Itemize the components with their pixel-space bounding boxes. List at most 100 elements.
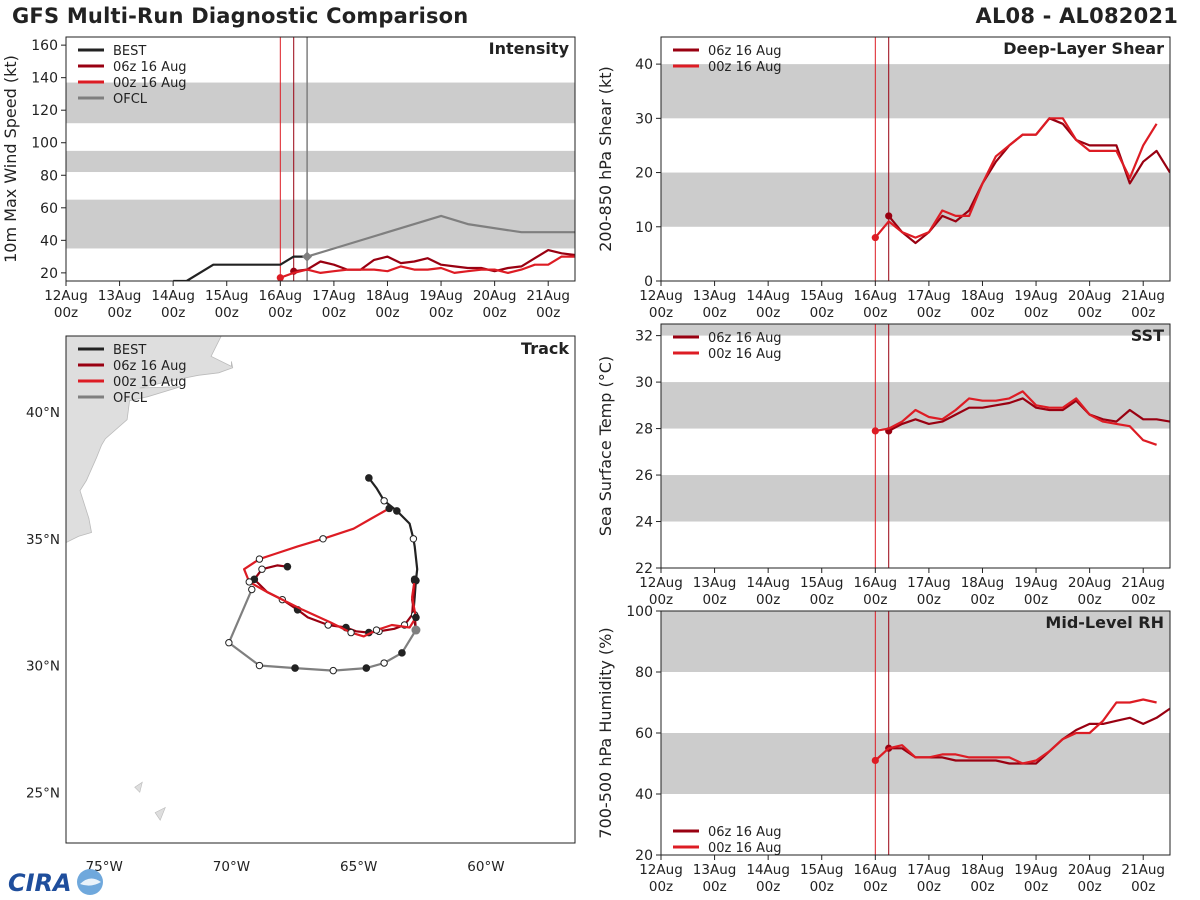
y-axis-label: Sea Surface Temp (°C): [596, 356, 615, 536]
x-tick-label: 17Aug: [907, 862, 951, 878]
x-tick-label: 20Aug: [1068, 862, 1112, 878]
axes-frame: [65, 36, 576, 282]
band-rh: [661, 733, 1170, 794]
y-tick-label: 80: [40, 168, 58, 184]
legend-label: 06z 16 Aug: [708, 44, 782, 59]
band-intensity: [66, 199, 575, 249]
band-sst: [661, 324, 1170, 336]
track-point-filled: [410, 575, 419, 584]
x-tick-label: 00z: [429, 305, 453, 321]
series-line-00z-16-aug: [874, 117, 1158, 239]
y-tick-label: 24: [635, 515, 653, 531]
x-tick-label: 00z: [702, 592, 726, 608]
track-point-filled: [398, 649, 406, 657]
x-tick-label: 00z: [1131, 305, 1155, 321]
x-tick-label: 20Aug: [1068, 288, 1112, 304]
x-tick-label: 21Aug: [1121, 862, 1165, 878]
x-tick-label: 15Aug: [800, 575, 844, 591]
y-tick-label: 32: [635, 329, 653, 345]
x-tick-label: 00z: [863, 879, 887, 895]
lon-tick-label: 60°W: [467, 859, 504, 875]
chart-track: 75°W 70°W 65°W 60°W25°N30°N35°N40°NTrackBES…: [26, 335, 576, 875]
track-point-filled: [393, 507, 401, 515]
y-tick-label: 60: [635, 726, 653, 742]
x-tick-label: 19Aug: [419, 288, 463, 304]
track-point-filled: [365, 474, 373, 482]
legend-label: 00z 16 Aug: [708, 841, 782, 856]
lat-tick-label: 35°N: [26, 532, 60, 548]
landmass: [66, 336, 283, 544]
axes-frame: [660, 36, 1171, 282]
series-line-best: [173, 255, 308, 281]
series-line-ofcl: [306, 214, 575, 258]
track-point-hollow: [380, 497, 388, 505]
series-marker: [871, 234, 879, 242]
series-line-06z-16-aug: [888, 397, 1170, 432]
band-sst: [661, 475, 1170, 522]
band-sst: [661, 382, 1170, 429]
series-line-06z-16-aug: [888, 707, 1170, 765]
series-line-00z-16-aug: [279, 255, 575, 279]
x-tick-label: 18Aug: [961, 575, 1005, 591]
track-point-filled: [291, 664, 299, 672]
track-point-hollow: [258, 565, 266, 573]
page-title: GFS Multi-Run Diagnostic Comparison: [12, 4, 469, 28]
series-marker: [871, 427, 879, 435]
chart-shear: 01020304012Aug00z13Aug00z14Aug00z15Aug00…: [596, 36, 1171, 321]
y-tick-label: 20: [635, 166, 653, 182]
x-tick-label: 17Aug: [907, 575, 951, 591]
x-tick-label: 00z: [322, 305, 346, 321]
island: [154, 806, 166, 821]
legend-label: OFCL: [113, 92, 148, 107]
chart-title: Mid-Level RH: [1045, 613, 1164, 632]
track-point-hollow: [347, 628, 355, 637]
x-tick-label: 12Aug: [639, 862, 683, 878]
track-point-filled: [412, 613, 420, 622]
x-tick-label: 21Aug: [1121, 575, 1165, 591]
x-tick-label: 18Aug: [961, 288, 1005, 304]
y-tick-label: 140: [31, 71, 58, 87]
x-tick-label: 00z: [917, 592, 941, 608]
track-point-hollow: [409, 535, 418, 543]
x-tick-label: 00z: [1024, 879, 1048, 895]
y-tick-label: 26: [635, 468, 653, 484]
x-tick-label: 13Aug: [693, 575, 737, 591]
y-axis-label: 10m Max Wind Speed (kt): [1, 55, 20, 263]
track-point-hollow: [255, 661, 264, 670]
chart-title: Intensity: [489, 39, 570, 58]
x-tick-label: 00z: [970, 592, 994, 608]
series-line-00z-16-aug: [875, 390, 1157, 446]
legend-label: 00z 16 Aug: [113, 76, 187, 91]
legend-label: 00z 16 Aug: [113, 375, 187, 390]
y-tick-label: 40: [635, 57, 653, 73]
logo-swirl-icon: [80, 878, 101, 886]
series-marker: [276, 274, 284, 281]
x-tick-label: 12Aug: [639, 288, 683, 304]
x-tick-label: 00z: [54, 305, 78, 321]
x-tick-label: 00z: [756, 592, 780, 608]
track-point-hollow: [245, 578, 253, 586]
track-line-06z-16-aug: [253, 564, 417, 634]
band-intensity: [66, 82, 575, 124]
x-tick-label: 14Aug: [151, 288, 195, 304]
x-tick-label: 17Aug: [907, 288, 951, 304]
plot-area-rh: [661, 611, 1170, 855]
track-line-best: [368, 477, 419, 631]
x-tick-label: 16Aug: [854, 288, 898, 304]
x-tick-label: 00z: [702, 305, 726, 321]
x-tick-label: 00z: [917, 879, 941, 895]
track-point-hollow: [372, 626, 381, 634]
x-tick-label: 18Aug: [366, 288, 410, 304]
storm-id-label: AL08 - AL082021: [975, 4, 1178, 28]
legend-label: BEST: [113, 44, 146, 59]
x-tick-label: 00z: [863, 305, 887, 321]
x-tick-label: 00z: [215, 305, 239, 321]
x-tick-label: 00z: [649, 305, 673, 321]
y-tick-label: 160: [31, 38, 58, 54]
x-tick-label: 13Aug: [693, 288, 737, 304]
ofcl-start-marker: [411, 625, 421, 635]
x-tick-label: 20Aug: [473, 288, 517, 304]
x-tick-label: 14Aug: [746, 288, 790, 304]
x-tick-label: 00z: [649, 879, 673, 895]
